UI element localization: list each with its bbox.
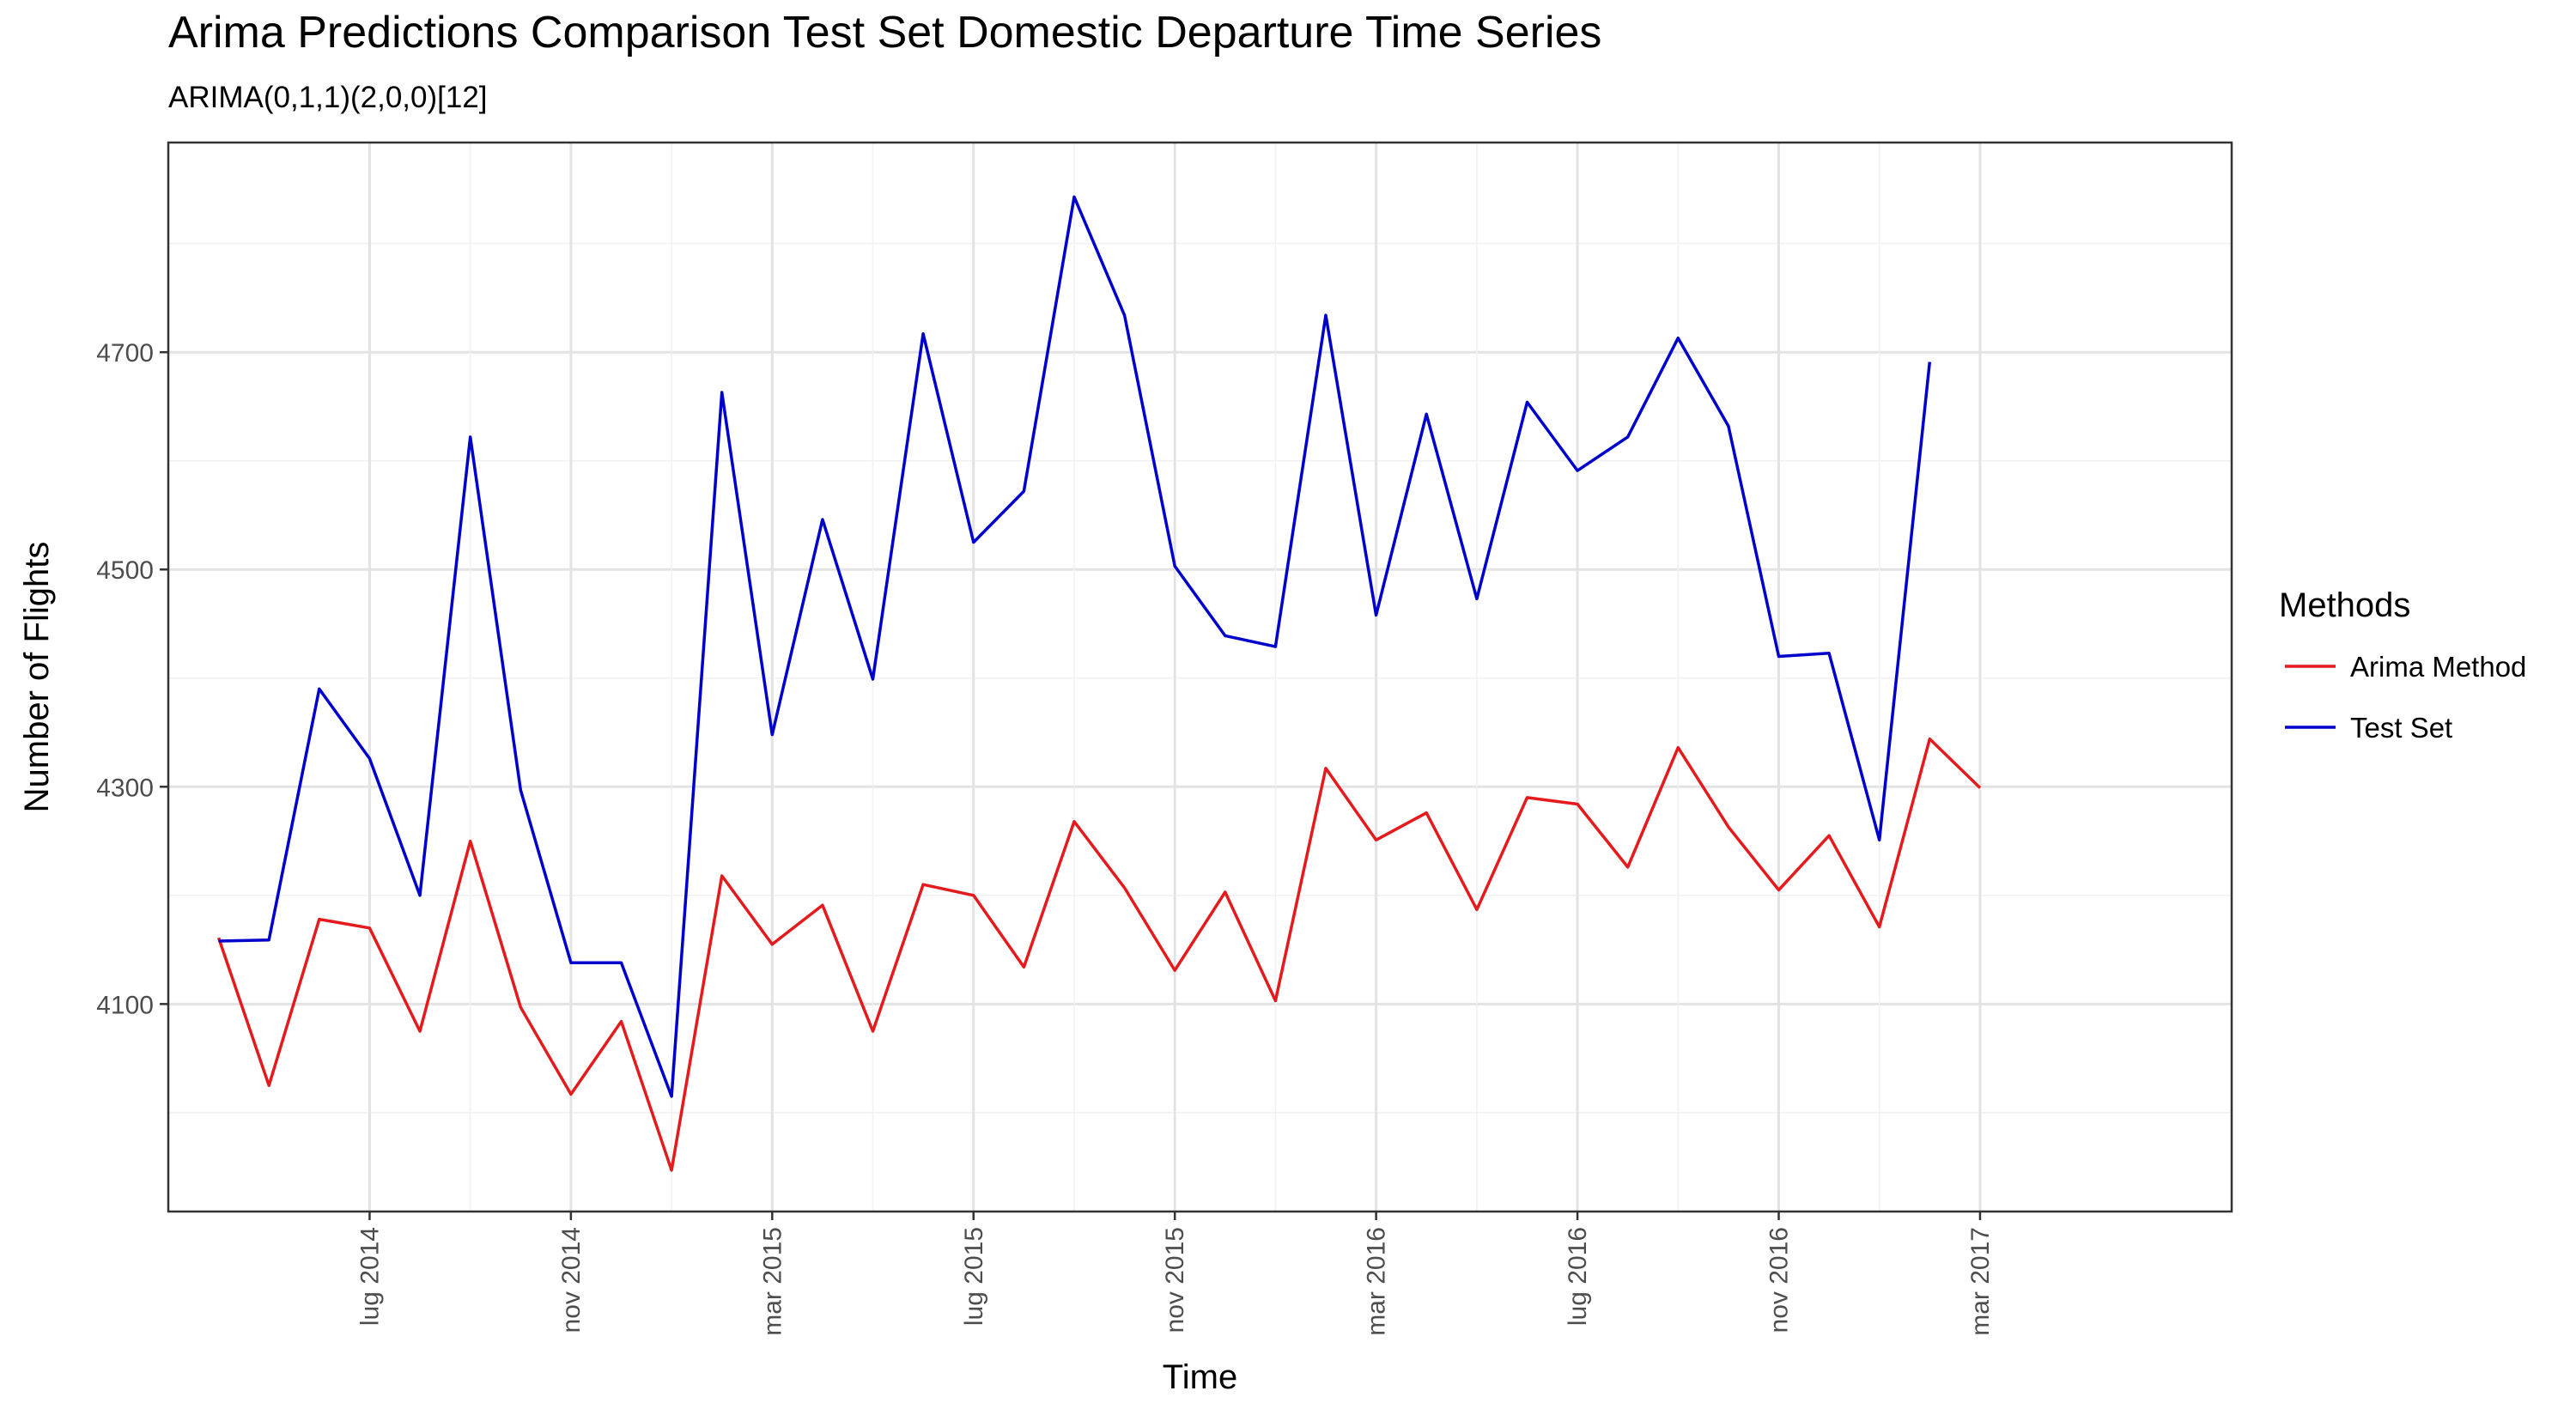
y-tick-label: 4700 (96, 339, 154, 367)
y-axis-title: Number of Flights (18, 542, 56, 813)
axis-tick-labels: 4100 4300 4500 4700 lug 2014 nov 2014 mar 2015… (96, 339, 1995, 1336)
x-tick-label: nov 2016 (1765, 1227, 1794, 1333)
x-tick-label: mar 2015 (758, 1227, 787, 1336)
x-tick-label: mar 2017 (1966, 1227, 1995, 1336)
x-tick-label: mar 2016 (1363, 1227, 1391, 1336)
series-lines (216, 195, 1982, 1172)
x-tick-label: lug 2014 (355, 1227, 384, 1326)
y-tick-label: 4100 (96, 991, 154, 1019)
plot-panel-border (167, 141, 2233, 1213)
x-tick-label: nov 2014 (557, 1227, 586, 1333)
chart-title: Arima Predictions Comparison Test Set Do… (168, 8, 1602, 58)
y-tick-label: 4500 (96, 556, 154, 585)
y-tick-label: 4300 (96, 774, 154, 802)
series-line-arima-method (216, 737, 1982, 1172)
axis-ticks (160, 350, 1982, 1220)
legend-label-arima-method: Arima Method (2350, 651, 2526, 683)
legend: Methods Arima Method Test Set (2279, 586, 2526, 744)
series-line-test-set (218, 195, 1932, 1098)
x-tick-label: lug 2016 (1564, 1227, 1592, 1326)
legend-items: Arima Method Test Set (2285, 651, 2526, 744)
x-axis-title: Time (1163, 1358, 1237, 1396)
x-tick-label: lug 2015 (960, 1227, 988, 1326)
grid-lines (168, 143, 2232, 1212)
legend-label-test-set: Test Set (2350, 712, 2452, 744)
x-tick-label: nov 2015 (1161, 1227, 1189, 1333)
chart-subtitle: ARIMA(0,1,1)(2,0,0)[12] (168, 81, 488, 114)
legend-title: Methods (2279, 586, 2410, 624)
